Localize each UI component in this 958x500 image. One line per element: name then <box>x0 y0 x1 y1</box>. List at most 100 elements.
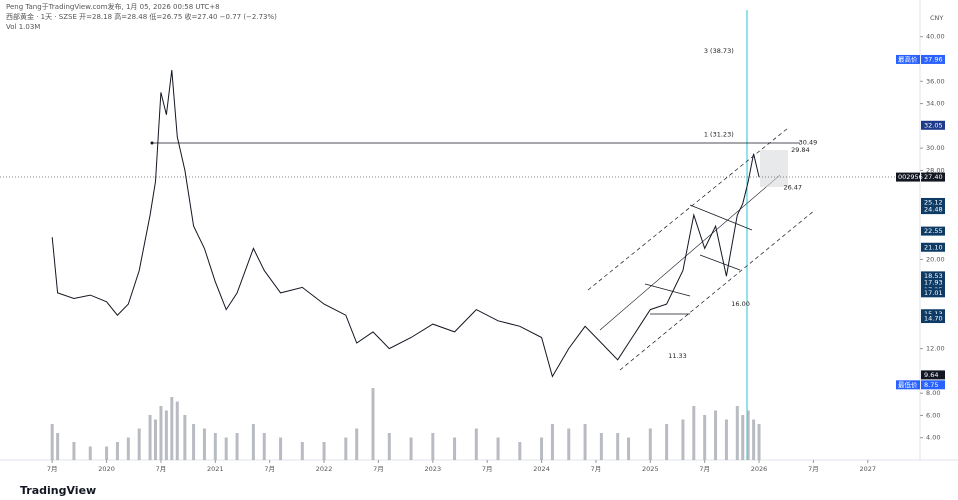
volume-bar <box>703 415 707 460</box>
x-tick-label: 7月 <box>591 465 602 473</box>
x-tick-label: 7月 <box>808 465 819 473</box>
price-tag <box>921 54 945 64</box>
price-tag-label: 37.96 <box>924 55 943 63</box>
price-tag-name: 002956 <box>898 173 923 181</box>
price-tag <box>921 278 945 288</box>
annotation: 1 (31.23) <box>704 130 734 138</box>
price-tag <box>921 288 945 298</box>
x-tick-label: 2020 <box>98 465 115 473</box>
line-anchor <box>150 141 154 145</box>
price-tag <box>921 120 945 130</box>
volume-bar <box>616 433 620 460</box>
volume-bar <box>692 406 696 460</box>
y-tick-label: 6.00 <box>926 411 940 419</box>
channel-lower <box>619 209 816 371</box>
volume-bar <box>164 410 168 460</box>
volume-bar <box>371 388 375 460</box>
volume-bar <box>235 433 239 460</box>
price-tag-label: 25.12 <box>924 198 943 206</box>
volume-bar <box>567 428 571 460</box>
volume-bar <box>550 424 554 460</box>
annotation: 26.47 <box>783 183 802 191</box>
x-tick-label: 2023 <box>425 465 442 473</box>
price-tag <box>921 314 945 324</box>
volume-bar <box>183 415 187 460</box>
annotation: 3 (38.73) <box>704 47 734 55</box>
currency: CNY <box>930 14 943 22</box>
volume-bar <box>192 424 196 460</box>
y-tick-label: 8.00 <box>926 389 940 397</box>
volume-bar <box>175 401 179 460</box>
price-tag-name: 最低价 <box>898 380 918 389</box>
volume-bar <box>56 433 60 460</box>
price-tag-label: 17.93 <box>924 279 943 287</box>
price-tag-label: 8.75 <box>924 381 938 389</box>
volume-bar <box>714 410 718 460</box>
volume-bar <box>137 428 141 460</box>
y-tick-label: 36.00 <box>926 77 945 85</box>
pennant-top <box>689 204 753 231</box>
x-tick-label: 7月 <box>47 465 58 473</box>
volume-bar <box>88 446 92 460</box>
annotation: 16.00 <box>731 300 750 308</box>
price-tag <box>921 370 945 380</box>
x-tick-label: 7月 <box>699 465 710 473</box>
volume-bar <box>224 437 228 460</box>
volume-bar <box>599 433 603 460</box>
volume-bar <box>518 442 522 460</box>
volume-bar <box>453 437 457 460</box>
price-tag-label: 21.10 <box>924 243 943 251</box>
volume-bar <box>627 437 631 460</box>
price-tag-name: 最高价 <box>898 54 918 63</box>
volume-bar <box>681 419 685 460</box>
x-tick-label: 2021 <box>207 465 224 473</box>
y-tick-label: 28.00 <box>926 166 945 174</box>
volume-bar <box>387 433 391 460</box>
x-tick-label: 2026 <box>751 465 768 473</box>
y-tick-label: 40.00 <box>926 33 945 41</box>
volume-bar <box>126 437 130 460</box>
volume-bar <box>741 415 745 460</box>
channel-mid <box>599 174 781 331</box>
volume-info: Vol 1.03M <box>6 23 40 31</box>
volume-bar <box>431 433 435 460</box>
price-tag-label: 18.53 <box>924 272 943 280</box>
volume-bar <box>665 424 669 460</box>
volume-bar <box>322 442 326 460</box>
volume-bar <box>202 428 206 460</box>
volume-bar <box>735 406 739 460</box>
price-tag-label: 22.55 <box>924 227 943 235</box>
price-tag-label: 32.05 <box>924 121 943 129</box>
volume-bar <box>105 446 109 460</box>
volume-bar <box>409 437 413 460</box>
volume-bar <box>154 419 158 460</box>
volume-bar <box>757 424 761 460</box>
volume-bar <box>540 437 544 460</box>
x-tick-label: 7月 <box>373 465 384 473</box>
price-tag-name-bg <box>896 380 920 390</box>
volume-bar <box>746 410 750 460</box>
y-tick-label: 34.00 <box>926 100 945 108</box>
price-tag <box>921 226 945 236</box>
price-tag <box>921 380 945 390</box>
volume-bar <box>213 433 217 460</box>
price-tag <box>921 242 945 252</box>
volume-bar <box>724 419 728 460</box>
x-tick-label: 7月 <box>482 465 493 473</box>
price-tag <box>921 172 945 182</box>
volume-bar <box>355 428 359 460</box>
volume-bar <box>148 415 152 460</box>
volume-bar <box>72 442 76 460</box>
volume-bar <box>279 437 283 460</box>
annotation: 11.33 <box>668 352 687 360</box>
x-tick-label: 2027 <box>860 465 877 473</box>
volume-bar <box>648 428 652 460</box>
annotation: 29.84 <box>791 146 810 154</box>
price-tag-label: 15.13 <box>924 310 943 318</box>
channel-upper <box>587 127 789 291</box>
x-tick-label: 7月 <box>156 465 167 473</box>
y-tick-label: 12.00 <box>926 345 945 353</box>
price-tag <box>921 309 945 319</box>
volume-bar <box>170 397 174 460</box>
